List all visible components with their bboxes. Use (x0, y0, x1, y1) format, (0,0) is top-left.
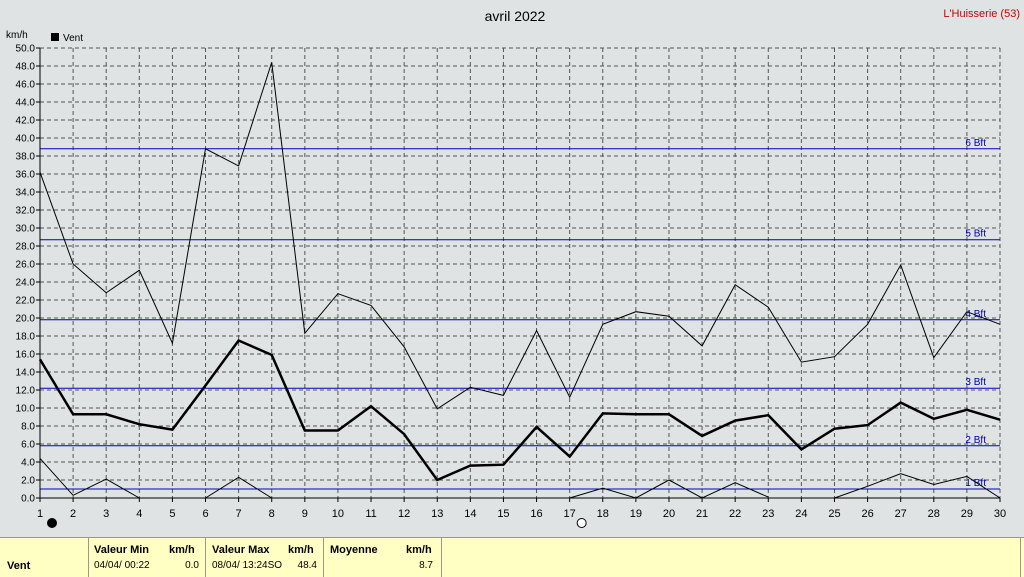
y-axis-unit: km/h (6, 30, 28, 41)
x-tick-label: 16 (530, 508, 542, 520)
y-tick-label: 28.0 (16, 242, 36, 253)
y-tick-label: 10.0 (16, 404, 36, 415)
avg-unit: km/h (406, 544, 432, 556)
beaufort-label: 1 Bft (965, 478, 986, 489)
beaufort-label: 6 Bft (965, 138, 986, 149)
series-min-line (834, 473, 1001, 499)
summary-max-cell: Valeur Max km/h 08/04/ 13:24SO 48.4 (206, 538, 324, 577)
summary-edge (1020, 538, 1021, 577)
x-tick-label: 6 (202, 508, 208, 520)
y-tick-label: 6.0 (21, 440, 35, 451)
x-tick-label: 7 (236, 508, 242, 520)
summary-min-cell: Valeur Min km/h 04/04/ 00:22 0.0 (89, 538, 206, 577)
moon-full-icon (576, 518, 587, 528)
series-max-line (39, 62, 1001, 410)
x-tick-label: 8 (269, 508, 275, 520)
y-tick-label: 50.0 (16, 44, 36, 55)
min-header: Valeur Min (94, 544, 150, 556)
series-min-line (569, 479, 769, 499)
x-tick-label: 23 (762, 508, 774, 520)
x-tick-label: 26 (861, 508, 873, 520)
x-tick-label: 13 (431, 508, 443, 520)
y-tick-label: 12.0 (16, 386, 36, 397)
max-unit: km/h (288, 544, 314, 556)
x-tick-label: 29 (961, 508, 973, 520)
x-tick-label: 12 (398, 508, 410, 520)
y-tick-label: 24.0 (16, 278, 36, 289)
max-value: 48.4 (297, 560, 317, 571)
y-tick-label: 18.0 (16, 332, 36, 343)
y-tick-label: 20.0 (16, 314, 36, 325)
x-tick-label: 27 (895, 508, 907, 520)
wind-chart: avril 2022 L'Huisserie (53) km/h Vent 1 … (6, 8, 1020, 528)
x-tick-label: 2 (70, 508, 76, 520)
y-tick-label: 34.0 (16, 188, 36, 199)
x-tick-label: 21 (696, 508, 708, 520)
y-tick-label: 22.0 (16, 296, 36, 307)
y-tick-label: 14.0 (16, 368, 36, 379)
avg-value: 8.7 (419, 560, 433, 571)
x-tick-label: 18 (597, 508, 609, 520)
y-tick-label: 16.0 (16, 350, 36, 361)
y-tick-label: 36.0 (16, 170, 36, 181)
x-tick-label: 5 (169, 508, 175, 520)
x-tick-label: 15 (497, 508, 509, 520)
max-time: 08/04/ 13:24SO (212, 560, 283, 571)
legend-label: Vent (63, 33, 83, 44)
y-tick-label: 8.0 (21, 422, 35, 433)
y-tick-label: 30.0 (16, 224, 36, 235)
x-tick-label: 30 (994, 508, 1006, 520)
min-value: 0.0 (185, 560, 199, 571)
beaufort-label: 5 Bft (965, 229, 986, 240)
x-tick-label: 9 (302, 508, 308, 520)
min-unit: km/h (169, 544, 195, 556)
y-tick-label: 0.0 (21, 494, 35, 505)
beaufort-label: 3 Bft (965, 377, 986, 388)
summary-avg-cell: Moyenne km/h 8.7 (324, 538, 442, 577)
chart-title: avril 2022 (485, 8, 546, 24)
station-label: L'Huisserie (53) (943, 8, 1020, 20)
x-tick-label: 14 (464, 508, 476, 520)
avg-header: Moyenne (330, 544, 378, 556)
moon-new-icon (47, 518, 57, 528)
y-tick-label: 44.0 (16, 98, 36, 109)
legend-swatch (51, 33, 59, 41)
beaufort-label: 4 Bft (965, 309, 986, 320)
x-tick-label: 19 (630, 508, 642, 520)
summary-panel: Vent Valeur Min km/h 04/04/ 00:22 0.0 Va… (0, 537, 1024, 577)
y-tick-label: 42.0 (16, 116, 36, 127)
x-tick-label: 4 (136, 508, 142, 520)
y-tick-label: 4.0 (21, 458, 35, 469)
y-tick-label: 26.0 (16, 260, 36, 271)
x-tick-label: 28 (928, 508, 940, 520)
summary-row-label: Vent (7, 560, 31, 572)
x-tick-label: 3 (103, 508, 109, 520)
x-tick-label: 25 (828, 508, 840, 520)
x-tick-label: 1 (37, 508, 43, 520)
series-min-line (39, 458, 140, 499)
series-min-line (205, 476, 272, 499)
x-tick-label: 11 (365, 508, 376, 520)
y-tick-label: 48.0 (16, 62, 36, 73)
max-header: Valeur Max (212, 544, 270, 556)
y-tick-label: 2.0 (21, 476, 35, 487)
y-tick-label: 38.0 (16, 152, 36, 163)
summary-row-header: Vent (0, 538, 89, 577)
series-vent-line (38, 338, 1001, 482)
x-tick-label: 24 (795, 508, 807, 520)
x-tick-label: 10 (332, 508, 344, 520)
x-tick-label: 20 (663, 508, 675, 520)
beaufort-label: 2 Bft (965, 435, 986, 446)
x-tick-label: 17 (564, 508, 576, 520)
y-tick-label: 40.0 (16, 134, 36, 145)
x-tick-label: 22 (729, 508, 741, 520)
y-tick-label: 46.0 (16, 80, 36, 91)
min-time: 04/04/ 00:22 (94, 560, 150, 571)
y-tick-label: 32.0 (16, 206, 36, 217)
